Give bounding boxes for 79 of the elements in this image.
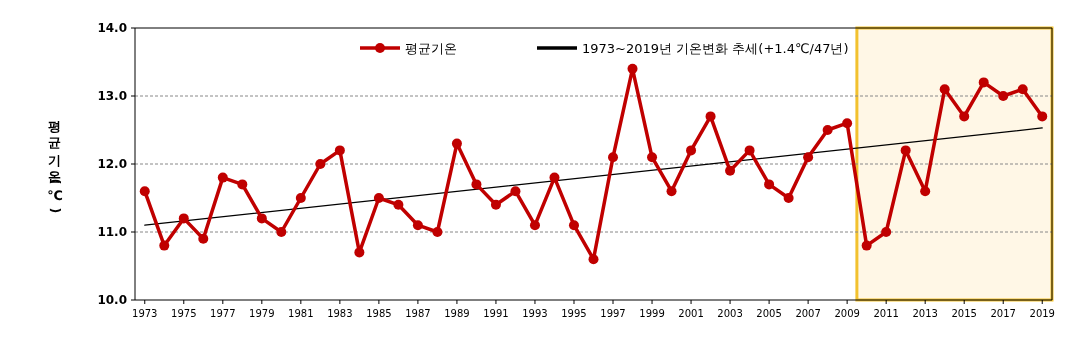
- point: [159, 240, 170, 251]
- point: [861, 240, 872, 251]
- x-tick-label: 1975: [171, 308, 197, 319]
- x-tick-label: 1997: [600, 308, 626, 319]
- legend-label: 1973~2019년 기온변화 추세(+1.4℃/47년): [582, 41, 849, 56]
- point: [998, 91, 1009, 101]
- x-tick-label: 2003: [717, 308, 743, 319]
- x-tick-label: 1983: [327, 308, 353, 319]
- y-tick-label: 10.0: [97, 293, 127, 307]
- y-tick-label: 12.0: [97, 157, 127, 171]
- x-tick-label: 2019: [1029, 308, 1055, 319]
- point: [217, 172, 228, 183]
- point: [666, 186, 677, 197]
- x-tick-label: 2015: [951, 308, 977, 319]
- point: [783, 193, 794, 203]
- point: [276, 227, 287, 237]
- x-tick-label: 1985: [366, 308, 392, 319]
- point: [549, 172, 560, 183]
- x-tick-label: 2017: [990, 308, 1016, 319]
- x-tick-label: 1995: [561, 308, 587, 319]
- x-tick-label: 1993: [522, 308, 548, 319]
- point: [568, 220, 579, 231]
- point: [198, 233, 209, 244]
- x-tick-label: 1999: [639, 308, 665, 319]
- x-tick-label: 1987: [405, 308, 431, 319]
- x-tick-label: 2011: [873, 308, 899, 319]
- x-tick-label: 2005: [756, 308, 782, 319]
- y-tick-label: 13.0: [97, 89, 127, 103]
- point: [939, 84, 950, 95]
- x-tick-label: 1979: [249, 308, 275, 319]
- x-tick-label: 1973: [132, 308, 158, 319]
- point: [627, 63, 638, 74]
- x-tick-label: 2013: [912, 308, 938, 319]
- x-tick-label: 1989: [444, 308, 470, 319]
- x-tick-label: 2009: [834, 308, 860, 319]
- point: [705, 111, 716, 122]
- point: [744, 145, 755, 156]
- point: [920, 186, 931, 197]
- point: [178, 213, 189, 224]
- point: [978, 77, 989, 88]
- point: [881, 227, 892, 237]
- point: [1037, 111, 1048, 122]
- point: [686, 145, 697, 156]
- point: [725, 165, 736, 176]
- point: [412, 220, 423, 231]
- point: [510, 186, 521, 197]
- point: [295, 193, 306, 203]
- point: [803, 152, 814, 163]
- x-tick-label: 1981: [288, 308, 314, 319]
- point: [842, 118, 853, 129]
- x-tick-label: 1991: [483, 308, 509, 319]
- point: [432, 227, 443, 237]
- point: [1017, 84, 1028, 95]
- point: [139, 186, 150, 197]
- point: [900, 145, 911, 156]
- point: [608, 152, 619, 163]
- point: [451, 138, 462, 149]
- point: [959, 111, 970, 122]
- point: [237, 179, 248, 190]
- x-tick-label: 2007: [795, 308, 821, 319]
- point: [315, 159, 326, 169]
- point: [529, 220, 540, 231]
- point: [490, 199, 501, 210]
- x-tick-label: 1977: [210, 308, 236, 319]
- point: [588, 254, 599, 265]
- y-tick-label: 11.0: [97, 225, 127, 239]
- point: [393, 199, 404, 210]
- point: [764, 179, 775, 190]
- point: [471, 179, 482, 190]
- point: [373, 193, 384, 203]
- legend-label: 평균기온: [405, 41, 457, 56]
- point: [354, 247, 365, 258]
- point: [334, 145, 345, 156]
- x-tick-label: 2001: [678, 308, 704, 319]
- y-axis-title: 평균기온(℃): [47, 110, 63, 218]
- point: [256, 213, 267, 224]
- point: [822, 125, 833, 135]
- y-tick-label: 14.0: [97, 21, 127, 35]
- point: [647, 152, 658, 163]
